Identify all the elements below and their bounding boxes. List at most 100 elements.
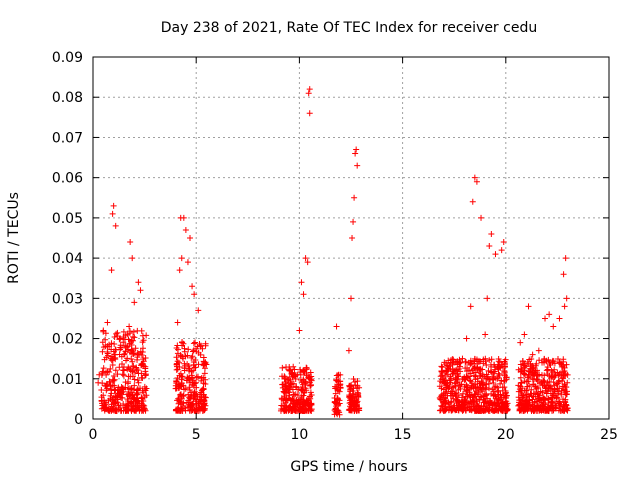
data-point <box>553 402 560 409</box>
y-tick-label: 0.06 <box>52 171 83 187</box>
data-point <box>302 255 309 262</box>
data-point <box>178 392 185 399</box>
data-point <box>139 361 146 368</box>
data-point <box>498 377 505 384</box>
data-point <box>332 406 339 413</box>
data-point <box>495 355 502 362</box>
data-point <box>555 372 562 379</box>
data-point <box>103 371 110 378</box>
data-point <box>543 367 550 374</box>
data-point <box>536 407 543 414</box>
data-point <box>350 385 357 392</box>
data-point <box>179 373 186 380</box>
data-point <box>286 367 293 374</box>
data-point <box>285 395 292 402</box>
data-point <box>485 400 492 407</box>
data-point <box>176 267 183 274</box>
data-point <box>197 398 204 405</box>
data-point <box>455 386 462 393</box>
data-point <box>174 319 181 326</box>
data-point <box>180 340 187 347</box>
chart-title: Day 238 of 2021, Rate Of TEC Index for r… <box>161 20 537 36</box>
data-point <box>495 374 502 381</box>
data-point <box>334 372 341 379</box>
data-point <box>472 391 479 398</box>
data-point <box>473 398 480 405</box>
data-point <box>526 382 533 389</box>
data-point <box>189 348 196 355</box>
data-point <box>354 162 361 169</box>
data-point <box>436 383 443 390</box>
data-point <box>137 287 144 294</box>
data-point <box>173 354 180 361</box>
data-point <box>109 210 116 217</box>
data-point <box>545 356 552 363</box>
data-point <box>120 400 127 407</box>
data-point <box>279 364 286 371</box>
data-point <box>182 362 189 369</box>
data-point <box>191 364 198 371</box>
data-point <box>197 351 204 358</box>
data-point <box>515 388 522 395</box>
data-point <box>333 377 340 384</box>
data-point <box>331 383 338 390</box>
data-point <box>334 411 341 418</box>
data-point <box>184 352 191 359</box>
data-point <box>180 355 187 362</box>
data-point <box>463 373 470 380</box>
data-point <box>127 239 134 246</box>
data-point <box>122 342 129 349</box>
data-point <box>445 371 452 378</box>
data-point <box>281 402 288 409</box>
data-point <box>480 399 487 406</box>
data-point <box>501 372 508 379</box>
data-point <box>202 402 209 409</box>
data-point <box>445 366 452 373</box>
data-point <box>129 348 136 355</box>
data-point <box>289 407 296 414</box>
data-point <box>189 353 196 360</box>
data-point <box>500 378 507 385</box>
data-point <box>304 259 311 266</box>
data-point <box>349 387 356 394</box>
data-point <box>486 243 493 250</box>
data-point <box>105 405 112 412</box>
data-point <box>443 360 450 367</box>
data-point <box>184 259 191 266</box>
data-point <box>185 403 192 410</box>
data-point <box>300 407 307 414</box>
data-point <box>138 394 145 401</box>
data-point <box>192 407 199 414</box>
data-point <box>519 385 526 392</box>
data-point <box>350 375 357 382</box>
data-point <box>476 397 483 404</box>
data-point <box>464 374 471 381</box>
data-point <box>485 404 492 411</box>
data-point <box>471 372 478 379</box>
data-point <box>548 398 555 405</box>
data-point <box>189 283 196 290</box>
data-point <box>489 376 496 383</box>
data-point <box>305 374 312 381</box>
data-point <box>180 392 187 399</box>
data-point <box>492 366 499 373</box>
data-point <box>300 368 307 375</box>
data-point <box>189 381 196 388</box>
data-point <box>457 363 464 370</box>
data-point <box>350 399 357 406</box>
data-point <box>96 371 103 378</box>
data-point <box>112 222 119 229</box>
data-point <box>176 398 183 405</box>
data-point <box>131 299 138 306</box>
data-point <box>520 392 527 399</box>
data-point <box>563 401 570 408</box>
data-point <box>347 382 354 389</box>
data-point <box>132 345 139 352</box>
data-point <box>484 295 491 302</box>
data-point <box>347 394 354 401</box>
data-point <box>468 384 475 391</box>
data-point <box>502 390 509 397</box>
data-point <box>129 255 136 262</box>
data-point <box>518 380 525 387</box>
data-point <box>190 347 197 354</box>
